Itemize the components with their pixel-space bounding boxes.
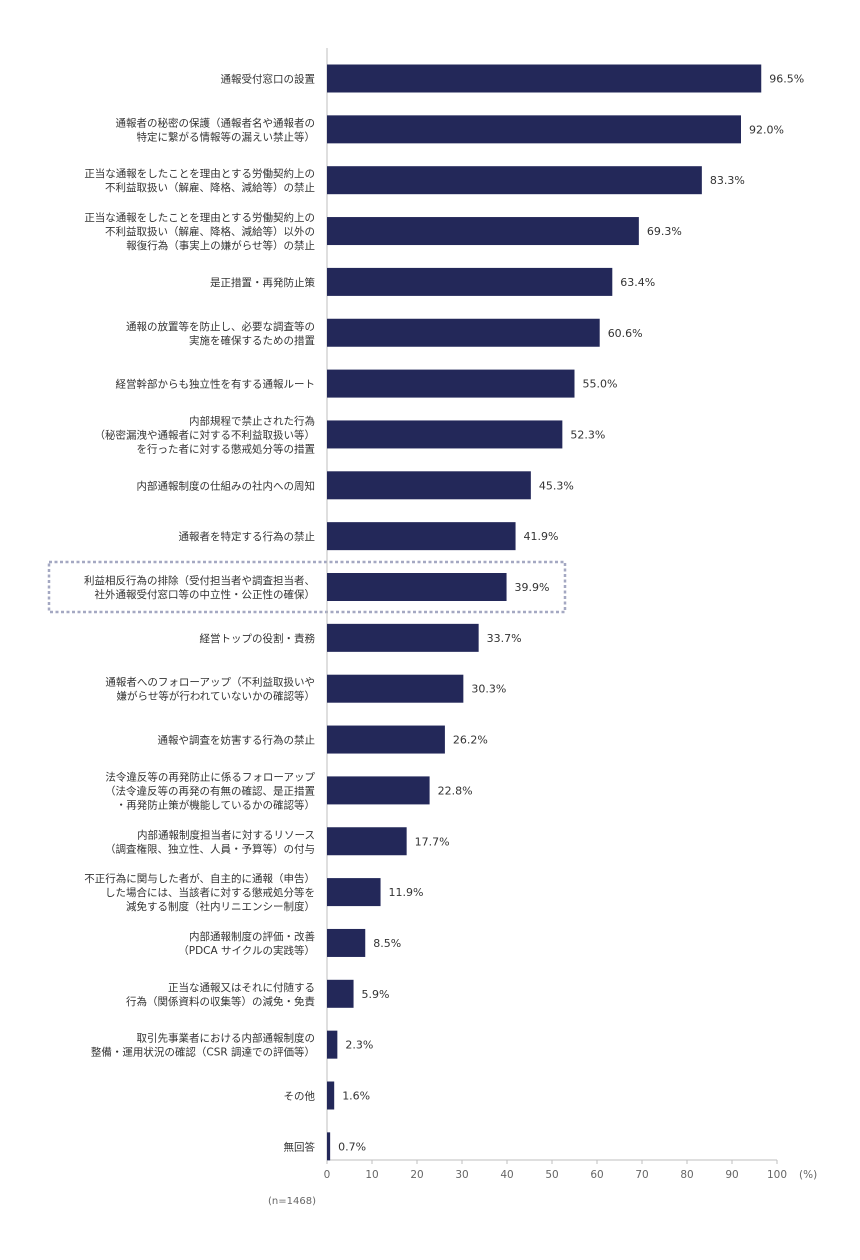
bar <box>327 878 381 907</box>
category-label: 不利益取扱い（解雇、降格、減給等）以外の <box>105 225 315 238</box>
data-label: 22.8% <box>438 784 473 797</box>
bar <box>327 979 354 1008</box>
x-tick-label: 20 <box>410 1169 423 1181</box>
category-label: ・再発防止策が機能しているかの確認等） <box>116 798 315 811</box>
bar <box>327 623 479 652</box>
x-tick-label: 10 <box>365 1169 378 1181</box>
category-label: 減免する制度（社内リニエンシー制度） <box>126 900 315 913</box>
bar <box>327 725 445 754</box>
category-label: 通報者を特定する行為の禁止 <box>179 530 316 543</box>
bar <box>327 115 741 144</box>
category-label: 内部通報制度の仕組みの社内への周知 <box>137 479 316 492</box>
x-tick-label: 60 <box>590 1169 603 1181</box>
category-label: 特定に繋がる情報等の漏えい禁止等） <box>137 130 316 143</box>
data-label: 55.0% <box>583 378 618 391</box>
data-label: 92.0% <box>749 123 784 136</box>
category-label: 社外通報受付窓口等の中立性・公正性の確保） <box>95 588 316 601</box>
category-label: 嫌がらせ等が行われていないかの確認等） <box>117 690 315 703</box>
category-label: （法令違反等の再発の有無の確認、是正措置 <box>105 784 315 797</box>
data-label: 5.9% <box>362 988 390 1001</box>
x-tick-label: 90 <box>725 1169 738 1181</box>
category-label: 無回答 <box>284 1140 316 1153</box>
x-tick-label: 30 <box>455 1169 468 1181</box>
category-label: した場合には、当該者に対する懲戒処分等を <box>105 886 315 899</box>
category-label: 報復行為（事実上の嫌がらせ等）の禁止 <box>126 239 315 252</box>
category-label: 行為（関係資料の収集等）の減免・免責 <box>126 995 315 1008</box>
bar <box>327 776 430 805</box>
highlight-box <box>47 560 567 614</box>
data-label: 1.6% <box>342 1090 370 1103</box>
category-label: 実施を確保するための措置 <box>189 334 315 347</box>
category-label: 内部通報制度担当者に対するリソース <box>137 828 315 841</box>
data-label: 30.3% <box>471 683 506 696</box>
bar <box>327 827 407 856</box>
category-label: 通報受付窓口の設置 <box>221 73 316 86</box>
data-label: 0.7% <box>338 1140 366 1153</box>
category-label: 経営トップの役割・責務 <box>200 632 316 645</box>
x-tick-label: 80 <box>680 1169 693 1181</box>
category-label: 正当な通報をしたことを理由とする労働契約上の <box>84 167 315 180</box>
category-label: （PDCA サイクルの実践等） <box>178 944 315 957</box>
category-label: 整備・運用状況の確認（CSR 調達での評価等） <box>91 1046 315 1059</box>
bar <box>327 928 366 957</box>
category-label: 正当な通報又はそれに付随する <box>168 981 315 994</box>
category-label: 経営幹部からも独立性を有する通報ルート <box>116 378 316 391</box>
bar <box>327 1030 338 1059</box>
data-label: 2.3% <box>345 1039 373 1052</box>
bar <box>327 267 613 296</box>
category-label: 正当な通報をしたことを理由とする労働契約上の <box>84 211 315 224</box>
category-label: 内部規程で禁止された行為 <box>189 414 315 427</box>
category-label: 法令違反等の再発防止に係るフォローアップ <box>105 770 315 783</box>
bar <box>327 1132 331 1161</box>
category-label: その他 <box>284 1090 316 1103</box>
sample-size-note: (n=1468) <box>268 1196 316 1207</box>
bar <box>327 318 600 347</box>
data-label: 45.3% <box>539 479 574 492</box>
x-tick-label: 70 <box>635 1169 648 1181</box>
category-label: 通報の放置等を防止し、必要な調査等の <box>126 320 315 333</box>
category-label: 通報者の秘密の保護（通報者名や通報者の <box>116 116 316 129</box>
category-label: を行った者に対する懲戒処分等の措置 <box>137 442 316 455</box>
x-tick-label: 50 <box>545 1169 558 1181</box>
bar <box>327 64 762 93</box>
data-label: 60.6% <box>608 327 643 340</box>
category-label: 内部通報制度の評価・改善 <box>189 930 315 943</box>
data-label: 63.4% <box>620 276 655 289</box>
data-label: 8.5% <box>373 937 401 950</box>
category-label: 不利益取扱い（解雇、降格、減給等）の禁止 <box>105 181 315 194</box>
bar <box>327 166 702 195</box>
category-label: 是正措置・再発防止策 <box>210 276 315 289</box>
data-label: 33.7% <box>487 632 522 645</box>
data-label: 69.3% <box>647 225 682 238</box>
bar <box>327 1081 335 1110</box>
category-label: （調査権限、独立性、人員・予算等）の付与 <box>105 842 315 855</box>
data-label: 17.7% <box>415 835 450 848</box>
bar <box>327 573 507 601</box>
category-label: 通報や調査を妨害する行為の禁止 <box>158 734 316 747</box>
category-label: （秘密漏洩や通報者に対する不利益取扱い等） <box>95 428 316 441</box>
x-tick-label: 40 <box>500 1169 513 1181</box>
data-label: 26.2% <box>453 734 488 747</box>
x-axis-unit: (%) <box>799 1169 817 1181</box>
category-label: 取引先事業者における内部通報制度の <box>137 1032 316 1045</box>
category-label: 不正行為に関与した者が、自主的に通報（申告） <box>84 872 315 885</box>
data-label: 39.9% <box>515 581 550 594</box>
data-label: 52.3% <box>570 428 605 441</box>
category-label: 通報者へのフォローアップ（不利益取扱いや <box>105 676 315 689</box>
x-tick-label: 0 <box>324 1169 331 1181</box>
bar <box>327 420 563 449</box>
bar <box>327 217 639 246</box>
bar <box>327 369 575 398</box>
category-label: 利益相反行為の排除（受付担当者や調査担当者、 <box>84 574 315 587</box>
data-label: 83.3% <box>710 174 745 187</box>
data-label: 96.5% <box>769 73 804 86</box>
x-tick-label: 100 <box>767 1169 787 1181</box>
data-label: 41.9% <box>524 530 559 543</box>
bar <box>327 674 464 703</box>
bar <box>327 522 516 551</box>
bar <box>327 471 531 500</box>
data-label: 11.9% <box>389 886 424 899</box>
